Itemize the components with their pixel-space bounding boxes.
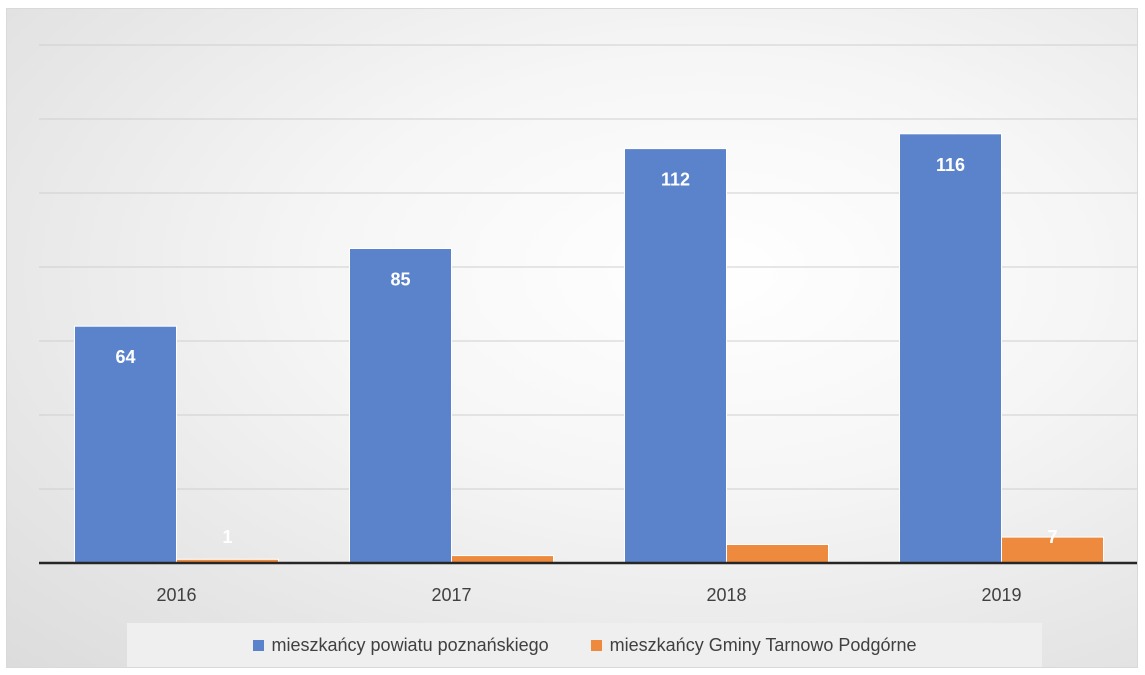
- data-label-series-2-2016: 1: [222, 527, 232, 547]
- data-label-series-1-2018: 112: [661, 170, 690, 190]
- x-tick-label-2018: 2018: [706, 585, 746, 605]
- data-label-series-1-2017: 85: [390, 270, 410, 290]
- legend-swatch-series-1: [252, 639, 264, 651]
- data-label-series-1-2016: 64: [115, 347, 135, 367]
- legend-label-series-1: mieszkańcy powiatu poznańskiego: [271, 634, 549, 655]
- bar-series-2-2019: [1001, 536, 1104, 564]
- legend-item-series-1: mieszkańcy powiatu poznańskiego: [252, 634, 549, 656]
- x-tick-label-2016: 2016: [156, 585, 196, 605]
- bar-series-1-2018: [624, 148, 727, 564]
- chart-legend: mieszkańcy powiatu poznańskiego mieszkań…: [127, 623, 1042, 667]
- data-label-series-1-2019: 116: [936, 155, 965, 175]
- bar-series-2-2018: [726, 544, 829, 564]
- bar-series-1-2019: [899, 133, 1002, 564]
- legend-swatch-series-2: [590, 639, 602, 651]
- data-label-series-2-2019: 7: [1047, 527, 1057, 547]
- chart-plot-area: 64 1 2016 85 2017 112 2018 116 7 2019: [39, 44, 1137, 605]
- x-tick-label-2019: 2019: [981, 585, 1021, 605]
- x-tick-label-2017: 2017: [431, 585, 471, 605]
- legend-label-series-2: mieszkańcy Gminy Tarnowo Podgórne: [609, 634, 917, 655]
- legend-item-series-2: mieszkańcy Gminy Tarnowo Podgórne: [590, 634, 917, 656]
- chart-frame: 64 1 2016 85 2017 112 2018 116 7 2019 mieszkańcy …: [6, 8, 1138, 668]
- bar-series-1-2017: [349, 248, 452, 564]
